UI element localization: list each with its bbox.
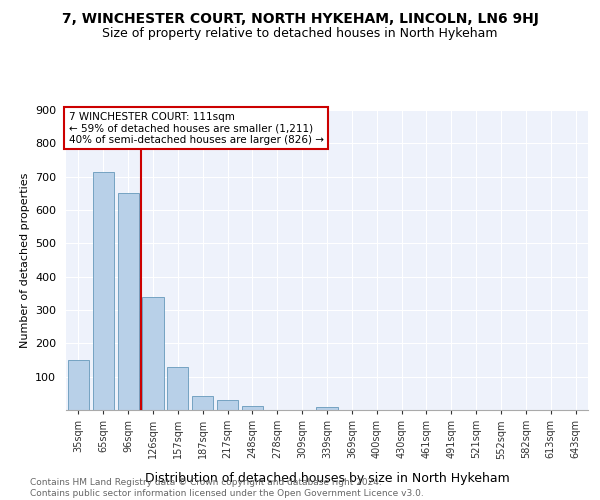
Text: 7 WINCHESTER COURT: 111sqm
← 59% of detached houses are smaller (1,211)
40% of s: 7 WINCHESTER COURT: 111sqm ← 59% of deta… [68,112,323,144]
Bar [68,360,89,410]
Bar [118,194,139,410]
Bar [217,400,238,410]
Text: 7, WINCHESTER COURT, NORTH HYKEHAM, LINCOLN, LN6 9HJ: 7, WINCHESTER COURT, NORTH HYKEHAM, LINC… [62,12,538,26]
Y-axis label: Number of detached properties: Number of detached properties [20,172,29,348]
Bar [192,396,213,410]
Bar [316,408,338,410]
X-axis label: Distribution of detached houses by size in North Hykeham: Distribution of detached houses by size … [145,472,509,486]
Bar [93,172,114,410]
Bar [167,368,188,410]
Bar [142,296,164,410]
Text: Contains HM Land Registry data © Crown copyright and database right 2024.
Contai: Contains HM Land Registry data © Crown c… [30,478,424,498]
Text: Size of property relative to detached houses in North Hykeham: Size of property relative to detached ho… [102,28,498,40]
Bar [242,406,263,410]
